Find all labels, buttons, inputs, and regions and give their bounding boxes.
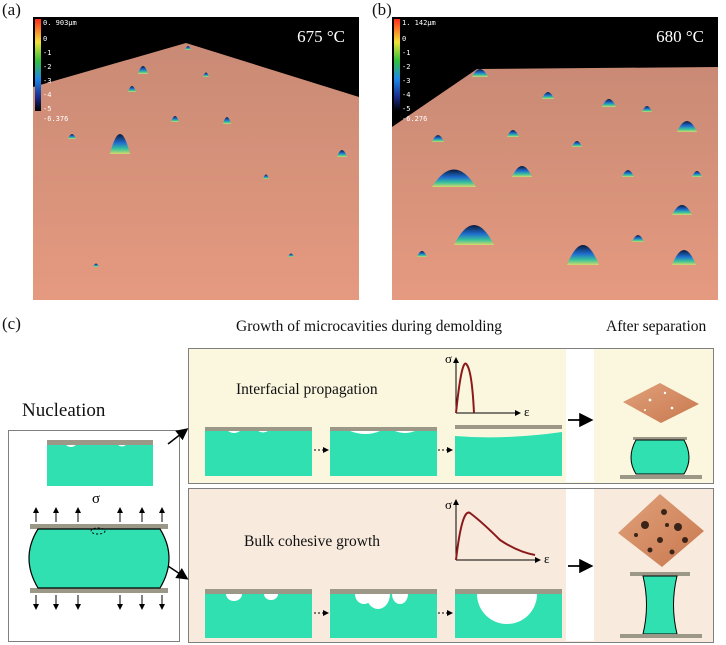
- scale-tick: -4: [402, 91, 410, 99]
- bulk-stage-3: [455, 589, 562, 638]
- interfacial-stage-2: [330, 427, 437, 476]
- interfacial-stage-3: [455, 425, 562, 476]
- scale-tick: -3: [402, 77, 410, 85]
- scale-min: -6.276: [402, 115, 427, 123]
- bulk-stage-1: [205, 589, 312, 638]
- epsilon-label-interfacial: ε: [524, 404, 530, 419]
- temperature-b: 680 °C: [656, 27, 704, 46]
- surface-peaks: [417, 69, 702, 265]
- interfacial-stage-1: [205, 427, 312, 476]
- after-interfacial: [620, 383, 702, 479]
- growth-heading: Growth of microcavities during demolding: [236, 318, 503, 335]
- bulk-stage-2: [330, 589, 437, 638]
- surface-peaks: [68, 46, 347, 267]
- arrow-to-bulk: [167, 565, 189, 580]
- color-scale-bar: [35, 19, 41, 111]
- scale-tick: 0: [43, 35, 47, 43]
- interfacial-label: Interfacial propagation: [236, 381, 378, 398]
- panel-a-surface-image: 0. 903µm 0 -1 -2 -3 -4 -5 -6.376 675 °C: [33, 17, 359, 300]
- scale-tick: -4: [43, 91, 51, 99]
- scale-tick: -5: [43, 105, 51, 113]
- scale-tick: -2: [402, 63, 410, 71]
- nucleation-stretched: [28, 507, 170, 610]
- scale-tick: -1: [402, 49, 410, 57]
- scale-max: 1. 142µm: [402, 19, 436, 27]
- arrow-to-interfacial: [167, 428, 189, 445]
- sigma-label-nucleation: σ: [92, 491, 100, 507]
- nucleation-initial: [47, 440, 153, 486]
- scale-tick: -1: [43, 49, 51, 57]
- epsilon-label-bulk: ε: [544, 551, 550, 566]
- scale-tick: -5: [402, 105, 410, 113]
- sigma-label-bulk: σ: [445, 497, 452, 512]
- bulk-label: Bulk cohesive growth: [244, 533, 381, 550]
- scale-tick: -3: [43, 77, 51, 85]
- nucleation-label: Nucleation: [22, 400, 106, 421]
- color-scale-bar: [394, 19, 400, 111]
- scale-min: -6.376: [43, 115, 68, 123]
- panel-c-label: (c): [2, 314, 21, 333]
- bulk-stress-strain-plot: [453, 499, 541, 563]
- panel-b-surface-image: 1. 142µm 0 -1 -2 -3 -4 -5 -6.276: [392, 17, 718, 300]
- scale-tick: 0: [402, 35, 406, 43]
- after-bulk: [618, 494, 704, 638]
- scale-tick: -2: [43, 63, 51, 71]
- panel-b-label: (b): [372, 0, 392, 19]
- interfacial-stress-strain-plot: [453, 357, 521, 416]
- temperature-a: 675 °C: [297, 27, 345, 46]
- sigma-label-interfacial: σ: [445, 351, 452, 366]
- scale-max: 0. 903µm: [43, 19, 77, 27]
- after-separation-heading: After separation: [606, 318, 707, 335]
- panel-a-label: (a): [2, 0, 21, 19]
